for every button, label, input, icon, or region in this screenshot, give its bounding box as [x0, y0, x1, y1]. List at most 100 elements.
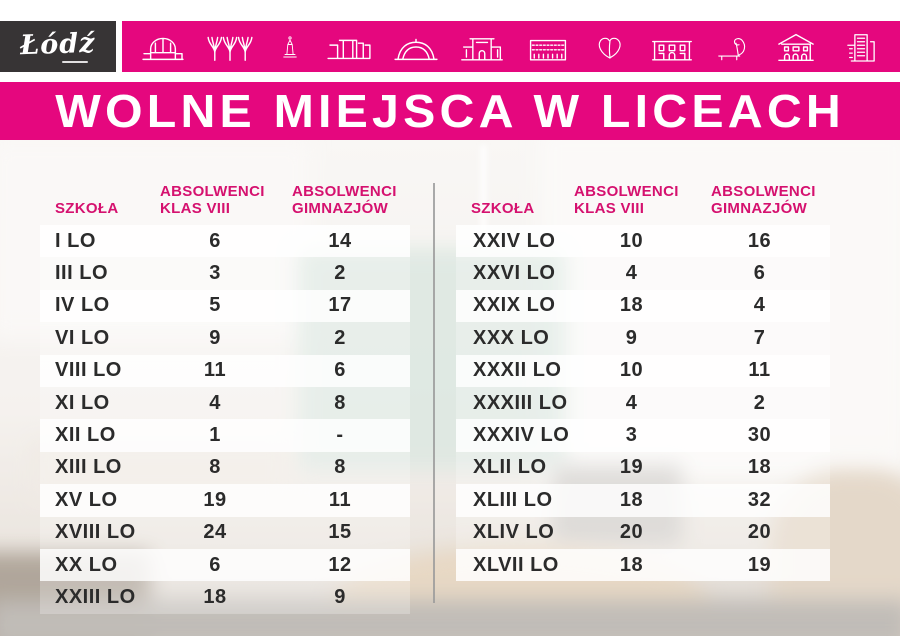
gimnazjow-cell: 16	[747, 229, 772, 252]
school-cell: IV LO	[55, 294, 110, 317]
klas-viii-cell: 6	[209, 229, 221, 252]
klas-viii-cell: 18	[619, 553, 644, 576]
table-row: IV LO 5 17	[40, 289, 410, 323]
table-row: XXIII LO 18 9	[40, 581, 410, 614]
table-row: XLII LO 19 18	[456, 451, 830, 485]
school-cell: XIII LO	[55, 456, 122, 479]
klas-viii-cell: 3	[625, 424, 638, 447]
gimnazjow-cell: 4	[753, 294, 766, 317]
school-cell: XXX LO	[473, 326, 550, 349]
palace-icon	[650, 25, 694, 69]
table-row: XLVII LO 18 19	[456, 548, 830, 582]
gimnazjow-cell: 11	[748, 359, 771, 382]
gimnazjow-cell: 8	[334, 391, 346, 414]
gimnazjow-cell: 6	[334, 359, 346, 382]
manor-icon	[773, 25, 819, 69]
klas-viii-cell: 18	[619, 488, 644, 511]
hall-icon	[326, 25, 372, 69]
lodz-logo: Łódź	[0, 21, 116, 72]
table-row: XXXIII LO 4 2	[456, 386, 830, 420]
school-cell: XLIII LO	[473, 488, 553, 511]
gimnazjow-cell: 17	[328, 294, 352, 317]
table-row: XXXIV LO 3 30	[456, 419, 830, 452]
klas-viii-cell: 9	[625, 326, 638, 349]
bg-window-frame	[480, 145, 487, 255]
right-table-header: SZKOŁA ABSOLWENCI KLAS VIII ABSOLWENCI G…	[456, 166, 830, 225]
table-row: XXX LO 9 7	[456, 322, 830, 355]
klas-viii-cell: 20	[619, 521, 644, 544]
gimnazjow-cell: 6	[753, 262, 766, 285]
gimnazjow-cell: 14	[328, 229, 352, 252]
klas-viii-cell: 9	[209, 326, 221, 349]
school-cell: XXIV LO	[473, 229, 556, 252]
table-row: XXIV LO 10 16	[456, 225, 830, 258]
school-cell: XLII LO	[473, 456, 547, 479]
arches-icon	[207, 25, 253, 69]
table-row: XII LO 1 -	[40, 419, 410, 452]
school-cell: I LO	[55, 229, 96, 252]
klas-viii-cell: 6	[209, 553, 221, 576]
school-cell: XXIII LO	[55, 585, 136, 608]
classroom-photo-background	[0, 140, 900, 636]
gate-icon	[460, 25, 504, 69]
column-header-klas-viii: ABSOLWENCI KLAS VIII	[160, 182, 265, 218]
gimnazjow-cell: 2	[753, 391, 766, 414]
landmarks-banner	[122, 21, 900, 72]
right-table: SZKOŁA ABSOLWENCI KLAS VIII ABSOLWENCI G…	[456, 166, 830, 582]
table-row: XXIX LO 18 4	[456, 289, 830, 323]
school-cell: VI LO	[55, 326, 110, 349]
arena-icon	[393, 25, 439, 69]
klas-viii-cell: 4	[625, 262, 638, 285]
klas-viii-cell: 1	[209, 424, 221, 447]
gimnazjow-cell: 11	[328, 488, 352, 511]
school-cell: XXIX LO	[473, 294, 556, 317]
school-cell: XII LO	[55, 424, 116, 447]
table-divider	[433, 183, 435, 603]
gimnazjow-cell: 18	[747, 456, 772, 479]
table-row: III LO 3 2	[40, 257, 410, 290]
school-cell: XXXII LO	[473, 359, 562, 382]
klas-viii-cell: 10	[619, 229, 644, 252]
table-row: VI LO 9 2	[40, 322, 410, 355]
school-cell: III LO	[55, 262, 108, 285]
klas-viii-cell: 18	[203, 585, 227, 608]
school-cell: XXXIII LO	[473, 391, 568, 414]
table-row: XXXII LO 10 11	[456, 354, 830, 387]
tower-icon	[840, 25, 882, 69]
left-table-header: SZKOŁA ABSOLWENCI KLAS VIII ABSOLWENCI G…	[40, 166, 410, 225]
gimnazjow-cell: 20	[747, 521, 772, 544]
table-row: VIII LO 11 6	[40, 354, 410, 387]
school-cell: XLVII LO	[473, 553, 559, 576]
table-row: XLIII LO 18 32	[456, 484, 830, 517]
logo-subtext-mark	[62, 60, 88, 63]
school-cell: VIII LO	[55, 359, 122, 382]
column-header-school: SZKOŁA	[471, 200, 535, 218]
school-cell: XI LO	[55, 391, 110, 414]
lodz-logo-script: Łódź	[19, 27, 97, 61]
tables-area: SZKOŁA ABSOLWENCI KLAS VIII ABSOLWENCI G…	[0, 140, 900, 636]
gimnazjow-cell: 30	[747, 424, 772, 447]
klas-viii-cell: 8	[209, 456, 221, 479]
gimnazjow-cell: 12	[328, 553, 352, 576]
table-row: XLIV LO 20 20	[456, 516, 830, 549]
left-table: SZKOŁA ABSOLWENCI KLAS VIII ABSOLWENCI G…	[40, 166, 410, 614]
table-row: XI LO 4 8	[40, 386, 410, 420]
gimnazjow-cell: 2	[334, 262, 346, 285]
table-row: I LO 6 14	[40, 225, 410, 258]
gimnazjow-cell: 15	[328, 521, 352, 544]
school-cell: XV LO	[55, 488, 118, 511]
klas-viii-cell: 19	[619, 456, 644, 479]
gimnazjow-cell: 32	[747, 488, 772, 511]
gimnazjow-cell: 8	[334, 456, 346, 479]
bg-floor	[0, 600, 900, 636]
klas-viii-cell: 4	[625, 391, 638, 414]
gimnazjow-cell: 7	[753, 326, 766, 349]
school-cell: XX LO	[55, 553, 118, 576]
column-header-school: SZKOŁA	[55, 200, 119, 218]
klas-viii-cell: 18	[619, 294, 644, 317]
klas-viii-cell: 11	[203, 359, 227, 382]
gimnazjow-cell: 9	[334, 585, 346, 608]
school-cell: XLIV LO	[473, 521, 555, 544]
klas-viii-cell: 10	[619, 359, 644, 382]
column-header-gimnazjow: ABSOLWENCI GIMNAZJÓW	[711, 182, 816, 218]
